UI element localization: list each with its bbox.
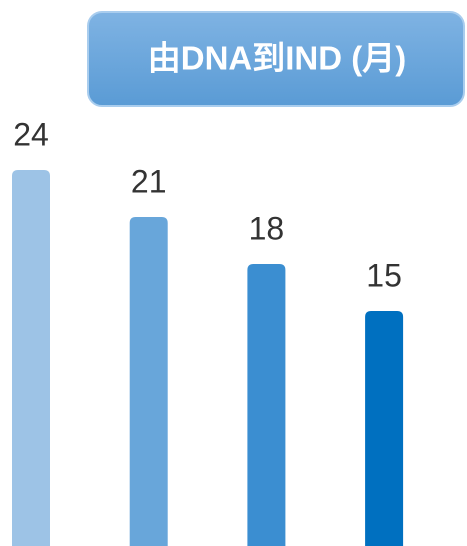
title-box xyxy=(87,11,465,107)
value-label: 24 xyxy=(13,116,49,152)
value-label: 18 xyxy=(249,210,285,246)
bar xyxy=(129,217,168,546)
bar xyxy=(247,264,286,546)
chart-title: 由DNA到IND (月) xyxy=(148,40,406,77)
value-label: 15 xyxy=(366,257,402,293)
bar xyxy=(12,170,50,546)
value-label: 21 xyxy=(131,163,167,199)
bar xyxy=(365,311,404,546)
